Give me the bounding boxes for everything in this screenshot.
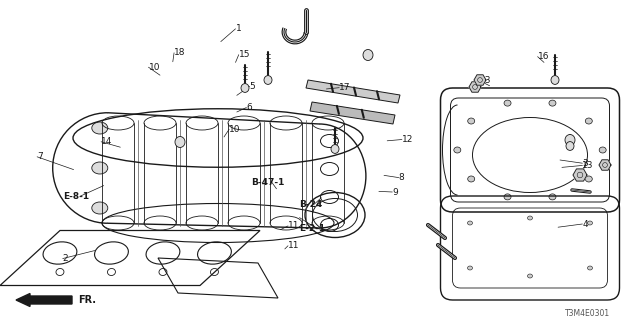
Ellipse shape — [468, 176, 475, 182]
Polygon shape — [474, 75, 486, 85]
Ellipse shape — [175, 137, 185, 148]
Text: 17: 17 — [339, 83, 351, 92]
Text: 18: 18 — [174, 48, 186, 57]
Ellipse shape — [363, 50, 373, 60]
Text: 16: 16 — [538, 52, 549, 61]
Text: 4: 4 — [582, 220, 588, 228]
Polygon shape — [310, 102, 395, 124]
Ellipse shape — [586, 176, 592, 182]
Ellipse shape — [504, 194, 511, 200]
Ellipse shape — [551, 76, 559, 84]
Text: 6: 6 — [246, 103, 252, 112]
Polygon shape — [469, 82, 481, 92]
Text: 10: 10 — [229, 125, 241, 134]
Text: 3: 3 — [582, 159, 588, 168]
Ellipse shape — [467, 266, 472, 270]
Ellipse shape — [454, 147, 461, 153]
Text: 7: 7 — [37, 152, 43, 161]
Ellipse shape — [467, 221, 472, 225]
Ellipse shape — [586, 118, 592, 124]
Polygon shape — [599, 160, 611, 170]
Text: 15: 15 — [239, 50, 250, 59]
Polygon shape — [306, 80, 400, 103]
Text: E-2-1: E-2-1 — [300, 224, 326, 233]
Ellipse shape — [599, 147, 606, 153]
Text: B-24: B-24 — [300, 200, 323, 209]
Text: T3M4E0301: T3M4E0301 — [565, 308, 610, 317]
Ellipse shape — [504, 100, 511, 106]
Text: E-8-1: E-8-1 — [63, 192, 89, 201]
Polygon shape — [573, 169, 587, 181]
Text: 9: 9 — [392, 188, 398, 196]
Ellipse shape — [92, 122, 108, 134]
Text: 5: 5 — [250, 82, 255, 91]
Text: 1: 1 — [236, 24, 241, 33]
Ellipse shape — [468, 118, 475, 124]
Ellipse shape — [527, 216, 532, 220]
Text: 11: 11 — [288, 221, 300, 230]
Ellipse shape — [588, 221, 593, 225]
Text: 11: 11 — [288, 241, 300, 250]
Text: B-47-1: B-47-1 — [251, 178, 284, 187]
Ellipse shape — [588, 266, 593, 270]
Ellipse shape — [527, 274, 532, 278]
Ellipse shape — [566, 141, 574, 150]
Ellipse shape — [565, 134, 575, 146]
Ellipse shape — [331, 145, 339, 153]
Text: 2: 2 — [63, 254, 68, 263]
Text: 14: 14 — [101, 137, 113, 146]
Ellipse shape — [241, 84, 249, 92]
Ellipse shape — [92, 162, 108, 174]
Ellipse shape — [549, 194, 556, 200]
Text: 8: 8 — [399, 173, 404, 182]
Text: 10: 10 — [148, 63, 160, 72]
Text: 13: 13 — [480, 76, 492, 85]
Ellipse shape — [92, 202, 108, 214]
Text: 13: 13 — [582, 161, 594, 170]
FancyArrow shape — [16, 293, 72, 307]
Text: FR.: FR. — [78, 295, 96, 305]
Ellipse shape — [549, 100, 556, 106]
Text: 12: 12 — [402, 135, 413, 144]
Ellipse shape — [264, 76, 272, 84]
